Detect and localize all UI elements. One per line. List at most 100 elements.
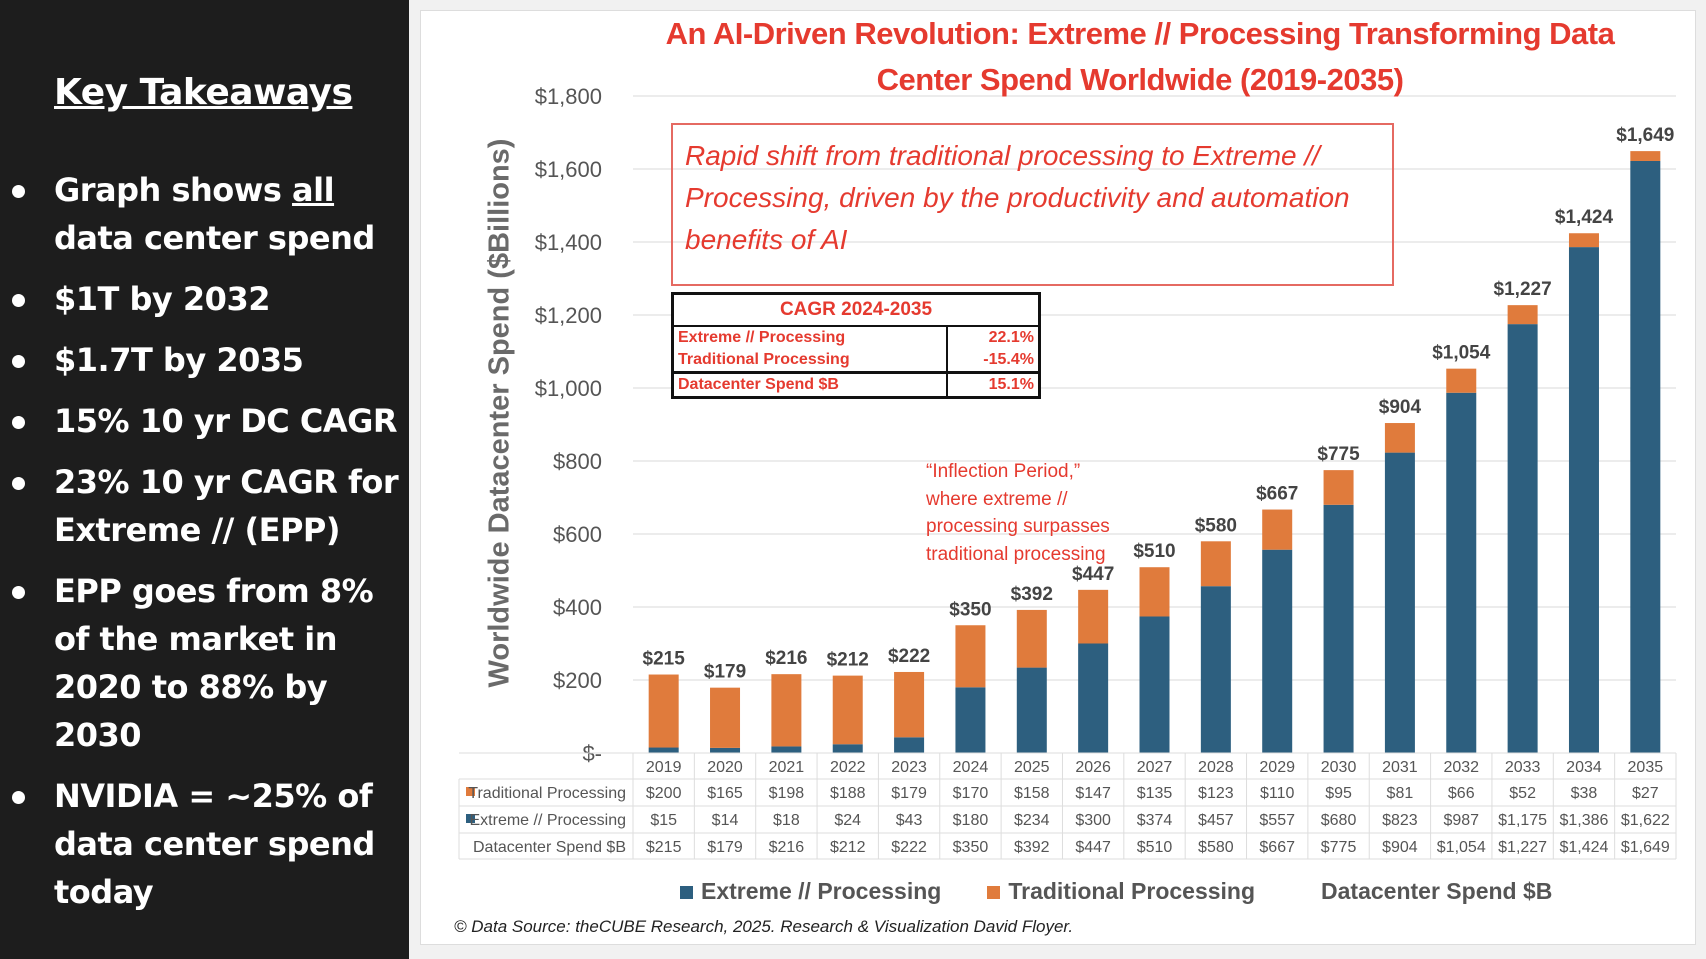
data-source: © Data Source: theCUBE Research, 2025. R…	[454, 917, 1074, 936]
table-cell: $987	[1443, 812, 1479, 829]
bar-traditional	[648, 674, 679, 748]
bar-traditional	[832, 675, 863, 745]
bar-traditional	[1323, 470, 1354, 505]
table-cell: $158	[1014, 785, 1050, 802]
y-tick-label: $1,400	[535, 230, 602, 255]
total-data-label: $215	[643, 649, 686, 670]
bar-extreme	[1384, 452, 1415, 753]
table-cell: $66	[1448, 785, 1475, 802]
table-cell: $447	[1075, 839, 1111, 856]
total-data-label: $212	[827, 650, 869, 671]
table-cell: $52	[1509, 785, 1536, 802]
table-cell: $212	[830, 839, 866, 856]
table-cell: $43	[896, 812, 923, 829]
bar-extreme	[1568, 247, 1599, 754]
table-cell: $123	[1198, 785, 1234, 802]
total-data-label: $216	[765, 648, 807, 669]
bar-extreme	[1200, 586, 1231, 753]
table-cell: $216	[769, 839, 805, 856]
x-tick-label: 2033	[1505, 759, 1541, 776]
y-tick-label: $1,600	[535, 157, 602, 182]
bullet-icon	[12, 477, 25, 490]
table-cell: $457	[1198, 812, 1234, 829]
bullet-icon	[12, 791, 25, 804]
bar-traditional	[1568, 233, 1599, 248]
x-tick-label: 2030	[1321, 759, 1357, 776]
table-cell: $110	[1260, 785, 1295, 802]
table-legend-key	[466, 787, 475, 796]
legend-item-traditional: Traditional Processing	[987, 878, 1255, 905]
takeaway-item: NVIDIA = ~25% of data center spend today	[0, 772, 409, 916]
x-tick-label: 2023	[891, 759, 927, 776]
chart-title-line-2: Center Spend Worldwide (2019-2035)	[876, 62, 1404, 97]
table-cell: $350	[953, 839, 989, 856]
table-cell: $222	[891, 839, 927, 856]
bullet-icon	[12, 586, 25, 599]
table-cell: $823	[1382, 812, 1418, 829]
cagr-title: CAGR 2024-2035	[671, 292, 1041, 327]
legend-swatch	[987, 886, 1001, 899]
total-data-label: $667	[1256, 484, 1298, 505]
cagr-value: 22.1%	[946, 324, 1041, 349]
bar-traditional	[1446, 368, 1477, 393]
bar-traditional	[1016, 609, 1047, 668]
takeaway-item: Graph shows all data center spend	[0, 166, 409, 262]
table-cell: $14	[712, 812, 739, 829]
takeaway-item: $1T by 2032	[0, 275, 409, 323]
table-cell: $1,386	[1560, 812, 1609, 829]
table-cell: $95	[1325, 785, 1352, 802]
table-cell: $1,175	[1498, 812, 1547, 829]
bar-extreme	[1016, 667, 1047, 753]
bar-traditional	[1384, 423, 1415, 453]
table-cell: $198	[769, 785, 805, 802]
cagr-value: -15.4%	[946, 348, 1041, 374]
bullet-icon	[12, 355, 25, 368]
total-data-label: $510	[1133, 541, 1175, 562]
x-tick-label: 2019	[646, 759, 682, 776]
total-data-label: $775	[1317, 444, 1360, 465]
bar-extreme	[1139, 616, 1170, 753]
total-data-label: $904	[1379, 397, 1422, 418]
x-tick-label: 2032	[1443, 759, 1479, 776]
table-cell: $18	[773, 812, 800, 829]
bar-traditional	[1262, 509, 1293, 550]
x-tick-label: 2034	[1566, 759, 1602, 776]
bar-traditional	[771, 674, 802, 747]
table-cell: $557	[1259, 812, 1295, 829]
bar-traditional	[1139, 567, 1170, 617]
chart-title-line-1: An AI-Driven Revolution: Extreme // Proc…	[665, 16, 1615, 51]
table-cell: $38	[1571, 785, 1598, 802]
bar-extreme	[710, 747, 741, 753]
table-cell: $680	[1321, 812, 1357, 829]
takeaway-list: Graph shows all data center spend $1T by …	[0, 166, 409, 929]
note-box: Rapid shift from traditional processing …	[671, 123, 1394, 286]
cagr-label: Datacenter Spend $B	[671, 371, 949, 398]
total-data-label: $350	[949, 599, 991, 620]
table-cell: $188	[830, 785, 866, 802]
table-cell: $234	[1014, 812, 1050, 829]
y-tick-label: $1,000	[535, 376, 602, 401]
table-cell: $1,622	[1621, 812, 1670, 829]
x-tick-label: 2027	[1137, 759, 1173, 776]
bullet-icon	[12, 416, 25, 429]
takeaway-item: $1.7T by 2035	[0, 336, 409, 384]
bar-extreme	[1446, 392, 1477, 753]
legend-swatch	[680, 886, 693, 899]
total-data-label: $1,054	[1432, 342, 1491, 363]
table-cell: $374	[1137, 812, 1173, 829]
table-cell: $135	[1137, 785, 1173, 802]
takeaway-item: 15% 10 yr DC CAGR	[0, 397, 409, 445]
bullet-icon	[12, 294, 25, 307]
table-row-label: Extreme // Processing	[470, 812, 627, 829]
table-cell: $24	[834, 812, 861, 829]
cagr-label: Traditional Processing	[671, 348, 949, 374]
total-data-label: $1,424	[1555, 207, 1614, 228]
x-tick-label: 2020	[707, 759, 743, 776]
inflection-annotation: “Inflection Period,” where extreme // pr…	[926, 461, 1110, 565]
table-row-label: Datacenter Spend $B	[473, 839, 626, 856]
table-cell: $81	[1387, 785, 1414, 802]
bar-traditional	[894, 671, 925, 738]
x-tick-label: 2031	[1382, 759, 1418, 776]
bar-traditional	[1078, 589, 1109, 644]
